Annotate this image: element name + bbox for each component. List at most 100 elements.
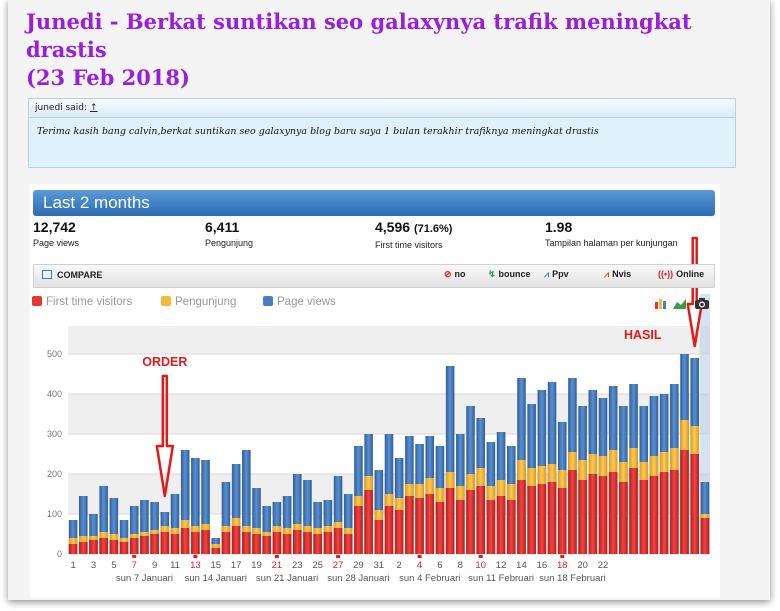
x-tick-label: 6 bbox=[437, 560, 442, 571]
bar-page-views bbox=[242, 450, 251, 554]
bar-first-time-visitors bbox=[598, 476, 608, 554]
x-tick-label: 15 bbox=[210, 560, 221, 571]
metric-label: Tampilan halaman per kunjungan bbox=[545, 238, 678, 248]
quote-jump-link[interactable]: ↑ bbox=[89, 103, 98, 113]
bar-first-time-visitors bbox=[313, 534, 322, 554]
period-header: Last 2 months bbox=[33, 190, 715, 216]
bar-first-time-visitors bbox=[394, 510, 404, 554]
bar-first-time-visitors bbox=[659, 472, 669, 554]
x-tick-label: 31 bbox=[374, 560, 385, 571]
legend-visitors[interactable]: Pengunjung bbox=[161, 296, 236, 308]
bar-first-time-visitors bbox=[68, 544, 78, 554]
bar-first-time-visitors bbox=[252, 534, 261, 554]
area-chart-icon[interactable] bbox=[673, 297, 687, 312]
bar-first-time-visitors bbox=[374, 520, 384, 554]
bar-page-views bbox=[201, 460, 210, 554]
y-tick-label: 500 bbox=[47, 349, 62, 359]
bounce-icon: ↯ bbox=[488, 269, 496, 279]
weekend-marker bbox=[274, 555, 279, 558]
bar-first-time-visitors bbox=[89, 540, 98, 554]
bar-first-time-visitors bbox=[160, 532, 170, 554]
quote-header: junedi said: ↑ bbox=[28, 98, 736, 118]
bar-first-time-visitors bbox=[435, 502, 445, 554]
legend-page-views[interactable]: Page views bbox=[263, 296, 336, 308]
x-tick-label: 5 bbox=[111, 560, 116, 571]
bar-first-time-visitors bbox=[456, 500, 465, 554]
camera-icon[interactable] bbox=[694, 297, 710, 312]
bar-first-time-visitors bbox=[170, 534, 180, 554]
toolbar-label: bounce bbox=[498, 269, 531, 279]
bar-first-time-visitors bbox=[242, 532, 251, 554]
week-label: sun 18 Februari bbox=[539, 573, 606, 584]
result-arrow bbox=[686, 236, 703, 348]
x-tick-label: 3 bbox=[91, 560, 96, 571]
x-tick-label: 1 bbox=[70, 560, 75, 571]
bar-first-time-visitors bbox=[527, 486, 536, 554]
bar-first-time-visitors bbox=[272, 532, 282, 554]
metric-label: Page views bbox=[33, 238, 80, 248]
annotation-order: ORDER bbox=[142, 355, 187, 369]
compare-icon bbox=[42, 270, 52, 279]
bar-page-views bbox=[445, 366, 455, 554]
toolbar-online-button[interactable]: ((•)) Online bbox=[658, 269, 704, 279]
metric-value: 6,411 bbox=[205, 219, 240, 235]
bar-page-views bbox=[129, 506, 139, 554]
legend-label: Pengunjung bbox=[175, 296, 237, 308]
x-tick-label: 8 bbox=[458, 560, 463, 571]
post-title-line1: Junedi - Berkat suntikan seo galaxynya t… bbox=[26, 9, 692, 62]
metric-percent: (71.6%) bbox=[413, 223, 453, 235]
online-icon: ((•)) bbox=[658, 269, 674, 279]
bar-page-views bbox=[252, 488, 261, 554]
bar-first-time-visitors bbox=[619, 482, 628, 554]
toolbar-label: Online bbox=[676, 269, 705, 279]
chart-toolbar: COMPARE ⊘ no ↯ bounce ⩘ Ppv ⩘ Nvis ((•)) Onli… bbox=[33, 264, 715, 288]
bar-first-time-visitors bbox=[211, 548, 221, 554]
stats-widget: 0 100 200 300 400 500 1 3 5 7 9 11 13 15 17 19 21 23 25 27 2… bbox=[30, 184, 720, 598]
quote-text: Terima kasih bang calvin,berkat suntikan… bbox=[37, 126, 599, 137]
week-label: sun 21 Januari bbox=[256, 573, 318, 584]
toolbar-bounce-button[interactable]: ↯ bounce bbox=[488, 269, 531, 280]
x-tick-label: 16 bbox=[537, 560, 548, 571]
today-highlight bbox=[699, 294, 710, 554]
bar-first-time-visitors bbox=[79, 542, 88, 554]
toolbar-nvis-button[interactable]: ⩘ Nvis bbox=[604, 269, 631, 280]
bar-page-views bbox=[140, 500, 149, 554]
bar-first-time-visitors bbox=[649, 476, 659, 554]
bar-first-time-visitors bbox=[262, 536, 271, 554]
bar-first-time-visitors bbox=[303, 532, 312, 554]
toolbar-no-button[interactable]: ⊘ no bbox=[444, 269, 466, 280]
bar-first-time-visitors bbox=[476, 486, 485, 554]
bar-first-time-visitors bbox=[588, 474, 598, 554]
weekend-marker bbox=[336, 555, 341, 558]
bar-first-time-visitors bbox=[557, 488, 567, 554]
x-tick-label: 12 bbox=[496, 560, 507, 571]
bar-first-time-visitors bbox=[323, 532, 333, 554]
toolbar-ppv-button[interactable]: ⩘ Ppv bbox=[544, 269, 569, 280]
bar-page-views bbox=[333, 476, 343, 554]
toolbar-label: no bbox=[454, 269, 466, 279]
bar-page-views bbox=[99, 486, 108, 554]
quote-body: Terima kasih bang calvin,berkat suntikan… bbox=[28, 118, 736, 168]
weekend-marker bbox=[417, 555, 422, 558]
legend-first-time[interactable]: First time visitors bbox=[32, 296, 132, 308]
bar-first-time-visitors bbox=[680, 450, 689, 554]
weekend-marker bbox=[132, 555, 137, 558]
bar-first-time-visitors bbox=[180, 528, 190, 554]
bar-first-time-visitors bbox=[293, 530, 302, 554]
bar-first-time-visitors bbox=[201, 530, 210, 554]
week-label: sun 28 Januari bbox=[327, 573, 389, 584]
post-title-date: (23 Feb 2018) bbox=[26, 65, 190, 90]
bar-first-time-visitors bbox=[415, 498, 424, 554]
bar-first-time-visitors bbox=[221, 532, 231, 554]
y-tick-label: 200 bbox=[47, 469, 62, 479]
x-tick-label: 9 bbox=[152, 560, 157, 571]
compare-button[interactable]: COMPARE bbox=[42, 270, 102, 280]
metric-label: Pengunjung bbox=[205, 238, 254, 248]
bar-first-time-visitors bbox=[99, 538, 108, 554]
x-tick-label: 19 bbox=[251, 560, 262, 571]
x-tick-label: 2 bbox=[397, 560, 402, 571]
bar-page-views bbox=[150, 502, 159, 554]
nvis-icon: ⩘ bbox=[604, 269, 610, 279]
bar-chart-icon[interactable] bbox=[654, 297, 668, 312]
